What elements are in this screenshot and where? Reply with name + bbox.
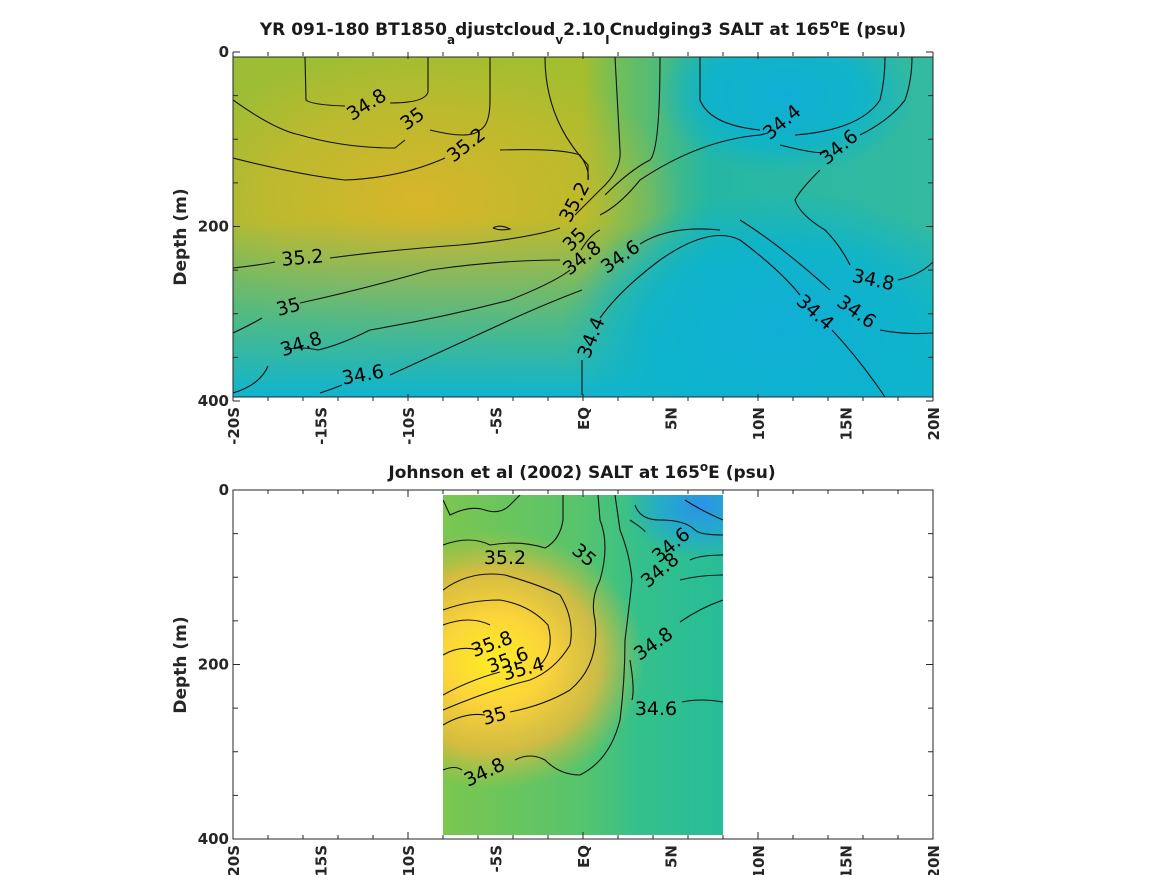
- bottom-ticks: -20S -15S -10S -5S EQ 5N 10N 15N 20N 0 200 400: [198, 481, 943, 875]
- y-tick-label: 0: [219, 481, 229, 499]
- x-tick-label: 10N: [750, 845, 768, 875]
- x-tick-label: -15S: [313, 407, 331, 445]
- x-tick-label: -10S: [400, 407, 418, 445]
- bottom-contours: [443, 495, 723, 776]
- bottom-contour-labels: 35.2 35 34.6 34.8 35.8 35.6 35.4 34.8 35…: [461, 523, 695, 791]
- x-tick-label: 15N: [838, 845, 856, 875]
- y-tick-label: 200: [198, 218, 229, 236]
- bottom-title: Johnson et al (2002) SALT at 165oE (psu): [387, 460, 775, 483]
- top-panel: YR 091-180 BT1850adjustcloudv2.10ICnudgi…: [171, 17, 943, 445]
- x-tick-label: 5N: [663, 407, 681, 430]
- x-tick-label: 20N: [925, 845, 943, 875]
- top-title: YR 091-180 BT1850adjustcloudv2.10ICnudgi…: [259, 17, 906, 47]
- y-tick-label: 0: [219, 43, 229, 61]
- x-tick-label: -20S: [225, 407, 243, 445]
- top-y-axis-label: Depth (m): [171, 188, 191, 285]
- x-tick-label: 10N: [750, 407, 768, 440]
- bottom-panel: Johnson et al (2002) SALT at 165oE (psu): [171, 460, 943, 875]
- x-tick-label: -10S: [400, 845, 418, 875]
- x-tick-label: -5S: [488, 845, 506, 872]
- top-colour-field: [233, 57, 933, 397]
- x-tick-label: EQ: [575, 845, 593, 868]
- x-tick-label: -15S: [313, 845, 331, 875]
- bottom-colour-field: [443, 495, 723, 835]
- y-tick-label: 200: [198, 656, 229, 674]
- x-tick-label: 5N: [663, 845, 681, 868]
- top-contours: [233, 57, 933, 397]
- contour-label: 35.2: [280, 245, 324, 271]
- y-tick-label: 400: [198, 830, 229, 848]
- x-tick-label: -5S: [488, 407, 506, 434]
- x-tick-label: 20N: [925, 407, 943, 440]
- x-tick-label: -20S: [225, 845, 243, 875]
- contour-label: 34.6: [635, 698, 677, 720]
- y-tick-label: 400: [198, 392, 229, 410]
- contour-label: 35.2: [484, 547, 526, 569]
- x-tick-label: EQ: [575, 407, 593, 430]
- bottom-y-axis-label: Depth (m): [171, 616, 191, 713]
- top-ticks: -20S -15S -10S -5S EQ 5N 10N 15N 20N 0 200 400: [198, 43, 943, 445]
- x-tick-label: 15N: [838, 407, 856, 440]
